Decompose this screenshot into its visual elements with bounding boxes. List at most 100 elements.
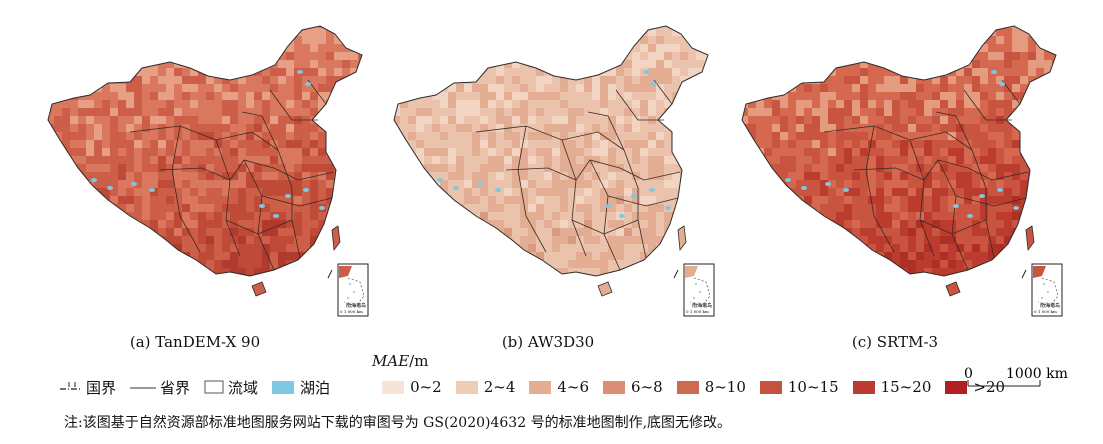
legend-class-label: 8~10	[704, 378, 746, 396]
legend-class-swatch	[945, 380, 968, 394]
legend-class-6: 15~20	[852, 378, 931, 396]
national-boundary	[47, 25, 363, 277]
legend-class-label: 4~6	[557, 378, 590, 396]
legend-provincial-boundary-label: 省界	[160, 378, 191, 397]
legend-lake-label: 湖泊	[300, 378, 331, 397]
legend-class-0: 0~2	[382, 378, 442, 396]
legend-class-swatch	[382, 380, 405, 394]
lake	[785, 178, 791, 182]
legend-national-boundary-label: 国界	[86, 378, 117, 397]
provincial-boundary	[571, 219, 639, 235]
provincial-boundary	[241, 111, 279, 151]
mae-surface	[394, 26, 708, 276]
legend-mae-classes: 0~2 2~4 4~6 6~8 8~10 10~15 15~20 >20	[382, 378, 1019, 396]
caption-srtm: (c) SRTM-3	[851, 333, 939, 351]
lake	[303, 188, 309, 192]
lake	[453, 186, 459, 190]
provincial-boundary	[619, 167, 681, 181]
lake	[999, 82, 1005, 86]
provincial-boundary	[919, 219, 987, 235]
legend-class-3: 6~8	[603, 378, 663, 396]
lake	[305, 82, 311, 86]
legend-title: MAE/m	[372, 352, 428, 370]
scale-bar-distance: 1000 km	[1006, 366, 1068, 382]
lake	[619, 214, 625, 218]
mae-surface	[48, 26, 362, 276]
lake	[477, 182, 483, 186]
map-panel-srtm: 南海诸岛 0 1 000 km	[724, 20, 1064, 320]
provincial-boundary	[607, 195, 679, 207]
legend-national-boundary: 国界	[60, 377, 116, 398]
lake	[149, 188, 155, 192]
inset-label: 南海诸岛	[1040, 302, 1060, 309]
legend-class-5: 10~15	[759, 378, 839, 396]
scale-bar-zero: 0	[964, 366, 973, 382]
provincial-boundary	[225, 219, 293, 235]
legend-class-swatch	[529, 380, 552, 394]
island	[1025, 225, 1035, 252]
legend-class-swatch	[455, 380, 478, 394]
provincial-boundary	[955, 195, 1027, 207]
inset-label: 南海诸岛	[346, 302, 366, 309]
provincial-boundary	[587, 111, 625, 151]
legend-class-swatch	[852, 380, 875, 394]
lake	[643, 70, 649, 74]
lake	[649, 188, 655, 192]
lake	[953, 204, 959, 208]
legend-class-4: 8~10	[676, 378, 746, 396]
lake	[319, 206, 325, 210]
legend-class-swatch	[759, 380, 782, 394]
lake	[997, 188, 1003, 192]
legend-title-mae: MAE	[372, 352, 410, 370]
legend-class-label: 6~8	[631, 378, 663, 396]
lake	[605, 204, 611, 208]
legend-class-label: 10~15	[787, 378, 839, 396]
island	[677, 225, 687, 252]
legend-class-7: >20	[945, 378, 1005, 396]
legend-class-1: 2~4	[455, 378, 516, 396]
island	[331, 225, 341, 252]
lake	[801, 186, 807, 190]
legend-class-swatch	[676, 380, 699, 394]
island	[597, 281, 613, 297]
provincial-boundary	[865, 125, 895, 253]
legend-class-2: 4~6	[529, 378, 589, 396]
lake	[979, 194, 985, 198]
legend-provincial-boundary: 省界	[130, 377, 190, 398]
island	[945, 281, 961, 297]
lake-swatch-icon	[272, 380, 295, 394]
legend-basin: 流域	[204, 377, 258, 398]
provincial-boundary	[963, 89, 987, 121]
legend-lake: 湖泊	[272, 377, 330, 398]
provincial-boundary	[261, 195, 333, 207]
provincial-boundary	[273, 167, 335, 181]
provincial-boundary	[243, 159, 275, 271]
lake	[259, 204, 265, 208]
provincial-boundary	[909, 139, 935, 257]
legend-class-label: >20	[973, 378, 1006, 396]
lake	[991, 70, 997, 74]
inset-scale: 0 1 000 km	[340, 309, 363, 314]
scale-bar: 0 1000 km	[962, 364, 1082, 394]
caption-aw3d30: (b) AW3D30	[501, 333, 595, 351]
lake	[631, 194, 637, 198]
map-panel-tandem: 南海诸岛 0 1 000 km	[30, 20, 370, 320]
lake	[825, 182, 831, 186]
legend-class-label: 2~4	[483, 378, 516, 396]
inset-label: 南海诸岛	[692, 302, 712, 309]
legend-title-unit: /m	[409, 352, 429, 370]
legend-basin-label: 流域	[228, 378, 259, 397]
lake	[437, 178, 443, 182]
lake	[967, 214, 973, 218]
provincial-boundary	[171, 125, 201, 253]
legend-class-swatch	[603, 380, 626, 394]
provincial-boundary	[937, 159, 969, 271]
island	[251, 281, 267, 297]
provincial-boundary	[967, 167, 1029, 181]
lake	[131, 182, 137, 186]
